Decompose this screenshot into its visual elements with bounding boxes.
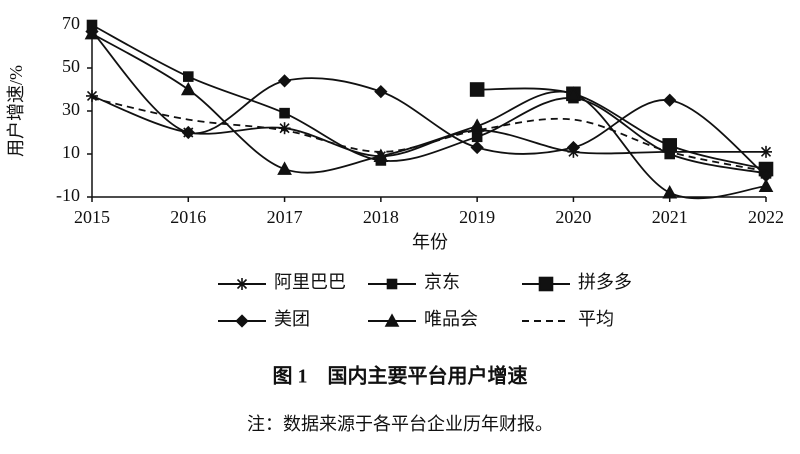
marker-shape [277, 74, 292, 88]
series-line [91, 24, 767, 175]
marker [86, 89, 98, 102]
marker-stroke [760, 146, 772, 157]
marker-shape [469, 82, 485, 97]
series-line [477, 87, 767, 170]
x-tick-label: 2018 [363, 207, 399, 227]
marker [758, 178, 774, 193]
marker [180, 81, 196, 96]
marker [470, 140, 484, 155]
series-line [91, 32, 767, 200]
caption: 图 1 国内主要平台用户增速 [273, 364, 528, 388]
marker-shape [182, 71, 194, 82]
x-tick-label: 2021 [652, 207, 688, 227]
marker-shape [373, 148, 389, 162]
x-tick-label: 2022 [748, 207, 784, 227]
marker-stroke [86, 90, 98, 102]
marker-shape [235, 314, 249, 328]
x-tick-label: 2019 [459, 207, 495, 227]
marker [469, 118, 485, 132]
legend-label: 唯品会 [424, 309, 478, 329]
marker-shape [662, 185, 678, 199]
marker [662, 185, 678, 199]
marker-shape [662, 138, 678, 153]
y-tick-label: 30 [62, 99, 80, 119]
legend-label: 京东 [424, 272, 460, 292]
legend-label: 拼多多 [578, 272, 632, 292]
x-axis-title: 年份 [412, 232, 448, 252]
marker [181, 125, 195, 140]
marker [663, 93, 677, 107]
marker-shape [566, 86, 581, 100]
marker-shape [471, 131, 483, 143]
x-tick-label: 2016 [170, 207, 206, 227]
marker [236, 278, 248, 290]
marker [386, 278, 398, 290]
marker-shape [374, 85, 388, 99]
legend-label: 美团 [274, 309, 310, 329]
marker [374, 85, 388, 99]
y-tick-label: 70 [62, 13, 80, 33]
marker [235, 314, 249, 328]
note: 注：数据来源于各平台企业历年财报。 [247, 414, 553, 434]
series-line [91, 97, 767, 173]
marker [662, 138, 678, 153]
y-axis-title: 用户增速/% [6, 65, 26, 157]
marker-shape [758, 178, 774, 193]
marker-shape [277, 161, 292, 175]
marker [278, 122, 291, 135]
marker [566, 140, 581, 155]
marker-shape [538, 276, 554, 292]
marker-shape [279, 107, 290, 119]
marker-shape [469, 118, 485, 132]
marker [566, 86, 581, 100]
marker-shape [663, 93, 677, 107]
marker-shape [566, 140, 581, 155]
marker [538, 276, 554, 292]
y-tick-label: 50 [62, 56, 80, 76]
marker [277, 74, 292, 88]
marker [471, 131, 483, 143]
legend-label: 平均 [578, 309, 614, 329]
marker-shape [386, 278, 398, 290]
marker-shape [180, 81, 196, 96]
marker [760, 145, 772, 158]
marker [373, 148, 389, 162]
marker-shape [84, 25, 100, 40]
y-tick-label: 10 [62, 142, 80, 162]
x-tick-label: 2015 [74, 207, 110, 227]
marker-shape [470, 140, 484, 155]
marker-stroke [279, 123, 290, 134]
marker-stroke [236, 278, 248, 290]
x-tick-label: 2017 [267, 207, 303, 227]
marker [277, 161, 292, 175]
marker [469, 82, 485, 97]
marker [182, 71, 194, 82]
marker-shape [384, 313, 400, 327]
marker [84, 25, 100, 40]
marker [279, 107, 290, 119]
marker [384, 313, 400, 327]
x-tick-label: 2020 [555, 207, 591, 227]
y-tick-label: -10 [56, 185, 80, 205]
marker-shape [181, 125, 195, 140]
legend-label: 阿里巴巴 [274, 272, 346, 292]
